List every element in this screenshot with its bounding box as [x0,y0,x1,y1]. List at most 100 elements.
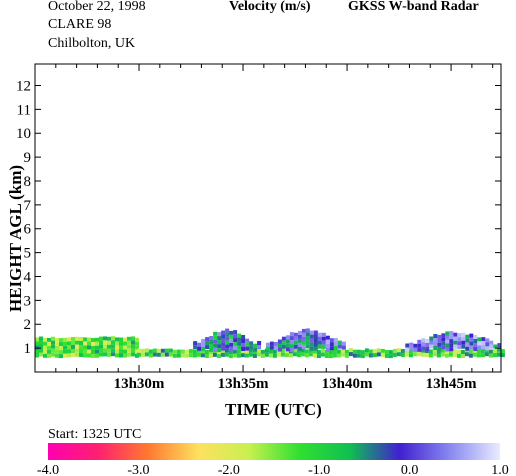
echo-cell [253,343,258,348]
echo-cell [297,338,302,343]
echo-cell [372,349,377,354]
echo-cell [237,341,242,346]
echo-cell [71,353,75,357]
echo-cell [332,349,337,354]
echo-cell [131,340,135,345]
echo-cell [71,337,75,341]
echo-cell [469,345,474,350]
echo-cell [59,354,63,359]
echo-cell [445,331,450,336]
echo-cell [424,349,429,354]
echo-cell [445,347,450,352]
colorbar-tick-label: -4.0 [37,463,59,476]
colorbar-tick-label: -1.0 [308,463,330,476]
echo-cell [209,344,214,348]
echo-cell [99,348,103,353]
echo-cell [461,332,466,337]
echo-cell [245,338,250,343]
echo-cell [492,353,497,358]
echo-cell [225,336,230,341]
echo-cell [79,349,83,353]
echo-cell [91,354,95,358]
echo-cell [384,350,389,354]
echo-cell [376,352,381,357]
echo-cell [256,348,261,353]
echo-cell [269,341,274,346]
echo-cell [140,348,145,353]
echo-cell [425,338,430,343]
echo-cell [180,349,185,354]
echo-cell [356,353,361,358]
echo-cell [469,337,474,342]
echo-cell [280,348,285,353]
echo-cell [281,340,286,345]
echo-cell [253,347,258,352]
echo-cell [79,345,83,349]
echo-cell [35,345,39,350]
echo-cell [448,352,453,357]
echo-cell [289,340,294,345]
echo-cell [127,336,131,341]
echo-cell [293,332,298,337]
echo-cell [228,350,233,355]
echo-cell [324,354,329,358]
echo-cell [55,349,59,354]
echo-cell [136,348,141,353]
echo-cell [208,353,213,358]
echo-cell [249,345,254,350]
echo-cell [425,342,430,347]
echo-cell [344,349,349,354]
echo-cell [248,348,253,353]
echo-cell [229,342,234,347]
echo-cell [87,337,91,342]
echo-cell [485,342,490,347]
echo-cell [225,340,230,345]
echo-cell [380,348,385,353]
x-tick-label: 13h40m [322,376,373,392]
echo-cell [225,344,230,349]
echo-cell [119,341,123,346]
echo-cell [337,340,342,345]
echo-cell [472,352,477,357]
echo-cell [55,337,59,342]
echo-cell [67,341,71,346]
echo-cell [63,345,67,350]
echo-cell [204,354,209,358]
echo-cell [400,353,405,357]
echo-cell [51,344,55,349]
echo-cell [280,352,285,357]
echo-cell [156,352,161,357]
echo-cell [289,348,294,353]
echo-cell [196,352,201,357]
echo-cell [197,342,202,347]
echo-cell [477,345,482,350]
echo-cell [313,330,318,335]
echo-cell [103,344,107,349]
echo-cell [300,352,305,357]
echo-cell [135,345,139,350]
echo-cell [428,349,433,354]
echo-cell [316,350,321,355]
echo-cell [317,340,322,345]
echo-cell [269,345,274,350]
echo-cell [111,348,115,353]
echo-cell [156,348,161,353]
echo-cell [441,345,446,350]
campaign-label: CLARE 98 [48,17,112,32]
echo-cell [236,353,241,358]
echo-cell [437,342,442,347]
echo-cell [352,353,357,358]
echo-cell [257,345,262,349]
echo-cell [457,337,462,342]
echo-cell [420,352,425,357]
echo-cell [237,337,242,342]
echo-cell [453,344,458,349]
echo-cell [433,338,438,342]
echo-cell [449,339,454,344]
echo-region [35,336,139,359]
echo-cell [396,348,401,353]
echo-cell [172,349,177,354]
echo-cell [197,346,202,351]
echo-cell [115,337,119,342]
echo-cell [500,353,505,358]
